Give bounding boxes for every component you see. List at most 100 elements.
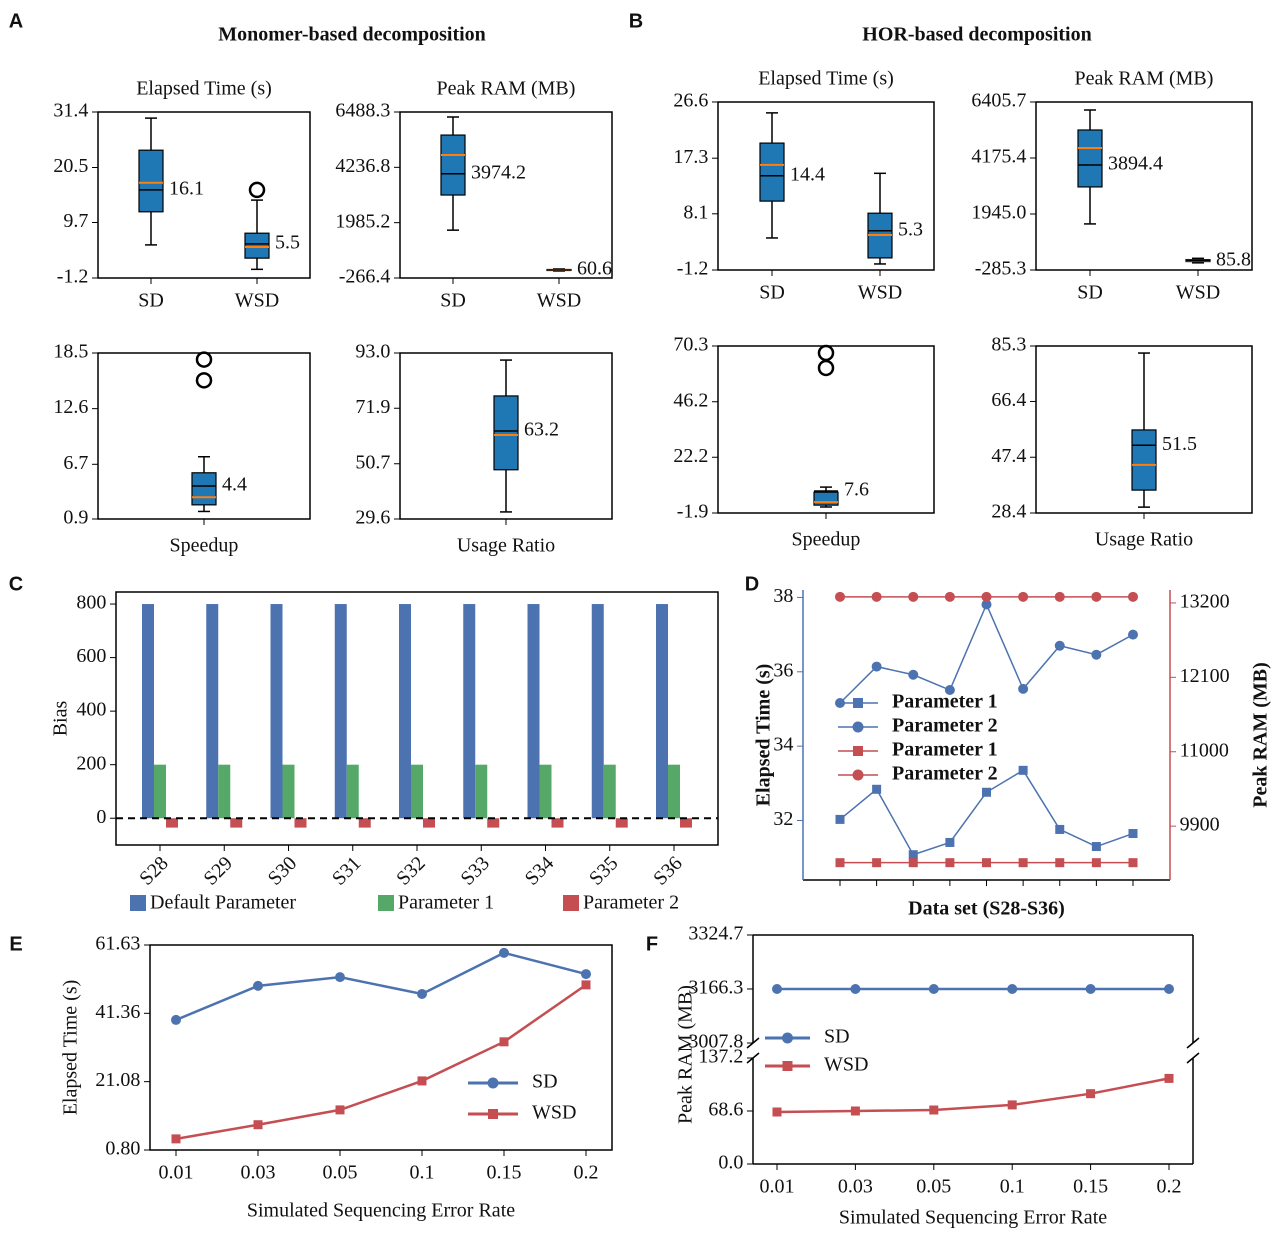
bar [358, 818, 371, 828]
marker [981, 591, 992, 602]
marker [908, 850, 918, 860]
y-tick-label: 26.6 [673, 90, 708, 112]
mean-label: 5.3 [898, 218, 923, 240]
mean-label: 3974.2 [471, 161, 526, 183]
y-tick-label: -266.4 [339, 266, 391, 288]
x-tick-label: WSD [235, 290, 279, 312]
box [244, 232, 270, 259]
legend-label: Default Parameter [150, 892, 296, 914]
y-tick-label: 6488.3 [335, 100, 390, 122]
flier [195, 351, 213, 368]
marker [908, 591, 919, 602]
legend-marker [852, 769, 864, 781]
bar [346, 764, 359, 819]
y-tick-label: -285.3 [975, 258, 1027, 280]
y-tick-label: 93.0 [355, 341, 390, 363]
axes-frame [149, 944, 613, 1151]
y-tick-label: 4175.4 [971, 146, 1026, 168]
y-tick-label: 61.63 [95, 933, 140, 955]
box [759, 142, 785, 202]
legend-label: SD [824, 1026, 850, 1048]
marker [417, 1076, 427, 1086]
x-tick-label: S35 [585, 852, 623, 890]
bar [603, 764, 616, 819]
x-tick-label: WSD [1176, 282, 1220, 304]
marker [1018, 858, 1028, 868]
mean-label: 4.4 [222, 474, 247, 496]
legend-label: Parameter 2 [583, 892, 679, 914]
y-tick-label: -1.9 [677, 501, 709, 523]
y-tick-label: 13200 [1180, 591, 1230, 613]
box [493, 395, 519, 471]
y-tick-label: 6405.7 [971, 90, 1026, 112]
marker [945, 858, 955, 868]
y-tick-label: 68.6 [708, 1099, 743, 1121]
marker [581, 980, 591, 990]
marker [253, 1120, 263, 1130]
marker [1085, 983, 1096, 994]
marker [171, 1134, 181, 1144]
y-tick-label: 6.7 [63, 452, 88, 474]
bar [463, 604, 476, 819]
x-tick-label: WSD [858, 282, 902, 304]
y-tick-label: 0.9 [63, 507, 88, 529]
bar [615, 818, 628, 828]
y-tick-label: -1.2 [677, 258, 709, 280]
box [1077, 129, 1103, 188]
bar [399, 604, 411, 819]
marker [335, 1105, 345, 1115]
y-tick-label: 29.6 [355, 507, 390, 529]
break-mark [1186, 1037, 1200, 1049]
y-tick-label: 21.08 [95, 1069, 140, 1091]
x-tick-label: 0.03 [241, 1162, 276, 1184]
x-axis-label: Simulated Sequencing Error Rate [247, 1200, 515, 1222]
marker [872, 858, 882, 868]
legend-label: WSD [824, 1054, 868, 1076]
mean-label: 51.5 [1162, 433, 1197, 455]
marker [1128, 591, 1138, 602]
y-tick-label: -1.2 [57, 266, 89, 288]
legend-label: Parameter 1 [398, 892, 494, 914]
mean-label: 60.6 [577, 258, 612, 280]
y-tick-label: 66.4 [991, 389, 1026, 411]
y-tick-label: 600 [76, 645, 106, 667]
marker [1128, 829, 1138, 839]
y-tick-label: 36 [773, 659, 793, 681]
axis-label: Peak RAM (MB) [675, 985, 697, 1124]
y-tick-label: 9.7 [63, 210, 88, 232]
subplot-title: Elapsed Time (s) [758, 68, 894, 90]
marker [982, 787, 991, 797]
x-axis-label: Usage Ratio [1095, 529, 1193, 551]
panel-letter: E [9, 933, 22, 955]
y-tick-label: 31.4 [53, 100, 88, 122]
marker [1054, 591, 1065, 602]
subplot-title: Peak RAM (MB) [1075, 68, 1214, 90]
y-tick-label: 32 [773, 808, 793, 830]
marker [1128, 858, 1138, 868]
mean-label: 85.8 [1216, 248, 1251, 270]
x-axis-label: Usage Ratio [457, 535, 555, 557]
flier [817, 344, 835, 362]
y-tick-label: 20.5 [53, 155, 88, 177]
marker [1164, 1073, 1174, 1083]
panel-letter: A [9, 10, 23, 32]
box [191, 472, 217, 506]
legend-label: Parameter 1 [892, 739, 998, 761]
x-tick-label: S28 [135, 852, 173, 890]
marker [835, 814, 845, 824]
y-tick-label: 0.80 [105, 1138, 140, 1160]
y-tick-label: 3007.8 [688, 1031, 743, 1053]
marker [908, 669, 919, 680]
axis-label: Elapsed Time (s) [753, 664, 775, 807]
marker [772, 983, 782, 994]
x-tick-label: 0.2 [574, 1162, 599, 1184]
legend-label: Parameter 2 [892, 715, 998, 737]
panel-title: HOR-based decomposition [862, 24, 1091, 46]
subplot-title: Peak RAM (MB) [437, 78, 576, 100]
panel-letter: C [9, 573, 23, 595]
bar [154, 764, 166, 819]
bar [656, 604, 668, 819]
y-tick-label: 12100 [1180, 665, 1230, 687]
bar [206, 604, 219, 819]
